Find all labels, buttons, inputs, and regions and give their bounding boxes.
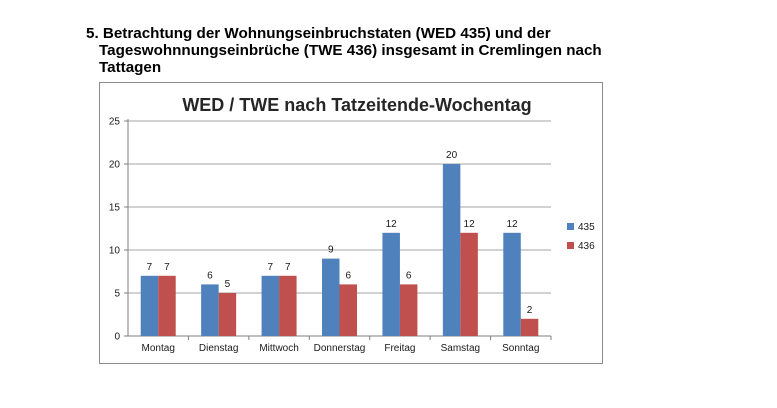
bar-436 [218, 293, 237, 336]
data-label: 12 [506, 219, 518, 230]
legend-label-436: 436 [578, 241, 595, 252]
data-label: 9 [328, 245, 334, 256]
x-category-label: Montag [142, 343, 175, 354]
document-heading-line-2: Tageswohnnungseinbrüche (TWE 436) insges… [99, 42, 602, 59]
bar-chart: WED / TWE nach Tatzeitende-Wochentag 0 5 1… [109, 95, 595, 354]
x-category-label: Dienstag [199, 343, 238, 354]
data-label: 2 [527, 305, 533, 316]
bar-436 [460, 232, 478, 336]
x-category-label: Donnerstag [314, 343, 366, 354]
legend-label-435: 435 [578, 222, 595, 233]
data-label: 7 [285, 262, 291, 273]
data-label: 20 [446, 150, 458, 161]
data-label: 7 [147, 262, 153, 273]
y-tick-label: 25 [109, 117, 121, 128]
bar-435 [503, 232, 521, 336]
bar-435 [382, 232, 400, 336]
document-heading-line-1: 5. Betrachtung der Wohnungseinbruchstate… [86, 25, 551, 42]
document-heading: 5. Betrachtung der Wohnungseinbruchstate… [86, 25, 726, 76]
bar-436 [520, 318, 539, 336]
bars [140, 164, 539, 336]
x-category-label: Sonntag [502, 343, 539, 354]
bar-435 [261, 275, 280, 336]
data-label: 12 [464, 219, 476, 230]
bar-436 [279, 275, 297, 336]
bar-435 [201, 284, 219, 336]
bar-435 [442, 164, 461, 336]
y-tick-label: 20 [109, 160, 121, 171]
y-tick-label: 10 [109, 246, 121, 257]
bar-436 [399, 284, 418, 336]
y-tick-label: 0 [114, 332, 120, 343]
x-category-label: Samstag [441, 343, 480, 354]
data-label: 6 [207, 270, 213, 281]
data-label: 5 [225, 279, 231, 290]
data-label: 7 [268, 262, 274, 273]
y-tick-label: 15 [109, 203, 121, 214]
data-label: 6 [406, 270, 412, 281]
data-label: 7 [164, 262, 170, 273]
legend: 435 436 [567, 222, 595, 252]
legend-swatch-435 [567, 223, 574, 230]
x-category-label: Freitag [384, 343, 415, 354]
bar-435 [140, 275, 159, 336]
x-category-label: Mittwoch [259, 343, 298, 354]
gridlines [128, 120, 551, 294]
chart-title: WED / TWE nach Tatzeitende-Wochentag [182, 95, 531, 115]
bar-435 [322, 258, 340, 336]
bar-436 [158, 275, 176, 336]
y-tick-label: 5 [114, 289, 120, 300]
legend-swatch-436 [567, 242, 574, 249]
data-label: 6 [345, 270, 351, 281]
bar-436 [339, 284, 357, 336]
chart-frame: WED / TWE nach Tatzeitende-Wochentag 0 5 1… [99, 82, 603, 364]
document-heading-line-3: Tattagen [99, 59, 162, 76]
data-label: 12 [386, 219, 398, 230]
